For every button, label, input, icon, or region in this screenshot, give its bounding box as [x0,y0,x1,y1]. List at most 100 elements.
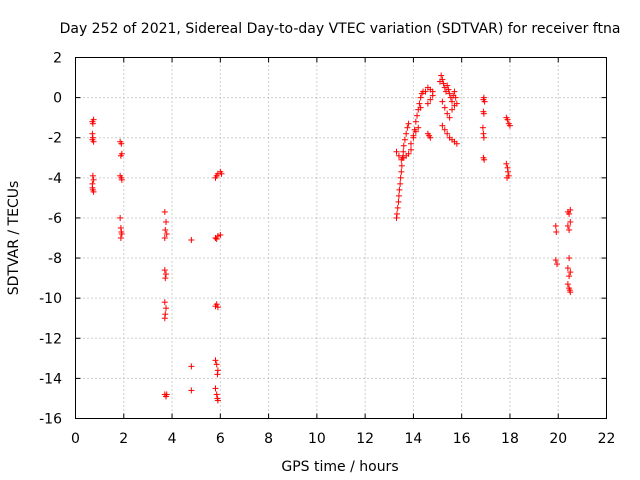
data-point [439,122,446,129]
data-point [438,72,445,79]
y-tick-label: -14 [39,371,62,387]
data-point [188,237,195,244]
data-point [566,226,573,233]
data-point [90,116,97,123]
tick-labels: 0 2 4 6 8 10 12 14 16 18 20 22 -16 -14 -12 -10 -8 -6 -4 -2 0… [39,51,615,448]
data-point [481,98,488,105]
data-point [480,134,487,141]
data-point [445,86,452,93]
data-point [553,228,560,235]
data-point [439,76,446,83]
data-point [405,150,412,157]
data-point [444,130,451,137]
data-point [117,214,124,221]
data-point [395,152,402,159]
y-tick-label: 2 [53,51,62,67]
data-points [89,72,574,404]
data-point [214,304,221,311]
x-tick-label: 4 [168,431,177,447]
data-point [161,315,168,322]
data-point [424,100,431,107]
data-point [162,226,169,233]
x-tick-label: 2 [119,431,128,447]
y-tick-label: -12 [39,331,62,347]
data-point [506,122,513,129]
data-point [89,136,96,143]
y-tick-label: -8 [48,251,62,267]
data-point [89,120,96,127]
data-point [162,275,169,282]
data-point [397,180,404,187]
data-point [567,218,574,225]
data-point [163,391,170,398]
y-tick-label: -6 [48,211,62,227]
x-tick-label: 20 [549,431,567,447]
data-point [395,198,402,205]
data-point [416,100,423,107]
x-tick-label: 16 [453,431,471,447]
data-point [504,174,511,181]
data-point [566,287,573,294]
data-point [403,130,410,137]
data-point [415,124,422,131]
data-point [401,136,408,143]
y-tick-label: -4 [48,171,62,187]
data-point [503,160,510,167]
x-tick-label: 10 [308,431,326,447]
data-point [564,281,571,288]
data-point [188,363,195,370]
data-point [400,148,407,155]
x-tick-label: 22 [598,431,616,447]
data-point [118,230,125,237]
data-point [163,271,170,278]
data-point [441,104,448,111]
y-tick-label: -2 [48,131,62,147]
data-point [398,162,405,169]
data-point [566,255,573,262]
data-point [163,218,170,225]
data-point [213,236,220,243]
data-point [396,186,403,193]
data-point [554,261,561,268]
data-point [422,88,429,95]
data-point [163,305,170,312]
data-point [213,361,220,368]
x-tick-label: 12 [356,431,374,447]
data-point [452,94,459,101]
data-point [410,132,417,139]
x-tick-label: 8 [264,431,273,447]
data-point [404,124,411,131]
data-point [161,235,168,241]
data-point [417,104,424,111]
data-point [564,265,571,272]
data-point [566,273,573,280]
data-point [393,210,400,217]
data-point [480,94,487,101]
data-point [89,184,96,191]
data-point [217,231,224,238]
y-tick-label: 0 [53,91,62,107]
data-point [213,301,220,308]
data-point [480,110,487,117]
data-point [118,140,125,147]
data-point [214,371,221,378]
data-point [427,134,434,141]
data-point [161,208,168,215]
data-point [449,106,456,113]
data-point [407,146,414,153]
data-point [161,299,168,306]
data-point [407,140,414,147]
data-point [451,102,458,109]
data-point [567,269,574,276]
data-point [451,88,458,95]
data-point [412,118,419,125]
x-tick-label: 0 [71,431,80,447]
data-point [117,152,124,159]
data-point [444,110,451,117]
data-point [117,235,124,241]
data-point [90,176,97,183]
data-point [214,397,221,404]
data-point [567,206,574,213]
data-point [212,385,219,392]
